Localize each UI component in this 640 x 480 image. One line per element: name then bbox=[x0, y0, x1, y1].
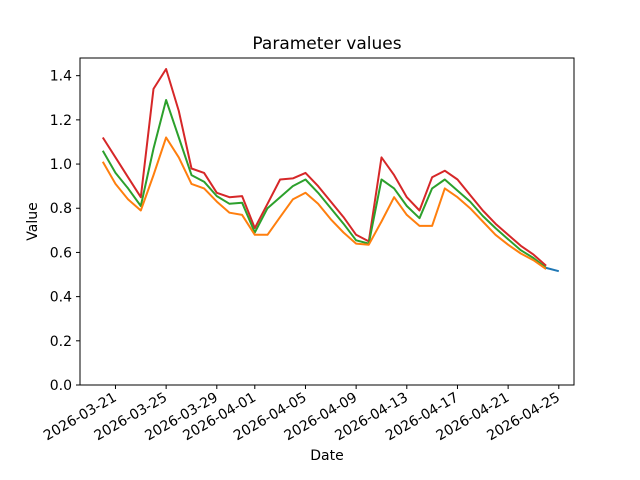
x-axis-label: Date bbox=[310, 448, 343, 464]
series_green-line bbox=[101, 99, 547, 269]
chart-title: Parameter values bbox=[252, 34, 401, 54]
series_blue-line bbox=[545, 266, 560, 273]
y-tick-label: 1.2 bbox=[50, 113, 72, 129]
y-axis-label: Value bbox=[25, 202, 41, 240]
series_orange-line bbox=[101, 136, 547, 270]
y-tick-label: 0.0 bbox=[50, 378, 72, 394]
series-group bbox=[101, 68, 560, 273]
y-tick-label: 1.4 bbox=[50, 69, 72, 85]
axes-frame bbox=[79, 57, 575, 386]
y-axis-ticks: 0.0 0.2 0.4 0.6 0.8 1.0 1.2 1.4 bbox=[50, 69, 80, 394]
plot-area bbox=[80, 58, 574, 385]
series_red-line bbox=[101, 68, 547, 267]
y-tick-label: 0.2 bbox=[50, 334, 72, 350]
y-tick-label: 0.6 bbox=[50, 245, 72, 261]
y-tick-label: 0.8 bbox=[50, 201, 72, 217]
x-axis-ticks: 2026-03-212026-03-252026-03-292026-04-01… bbox=[41, 385, 563, 444]
y-tick-label: 1.0 bbox=[50, 157, 72, 173]
y-tick-label: 0.4 bbox=[50, 290, 72, 306]
